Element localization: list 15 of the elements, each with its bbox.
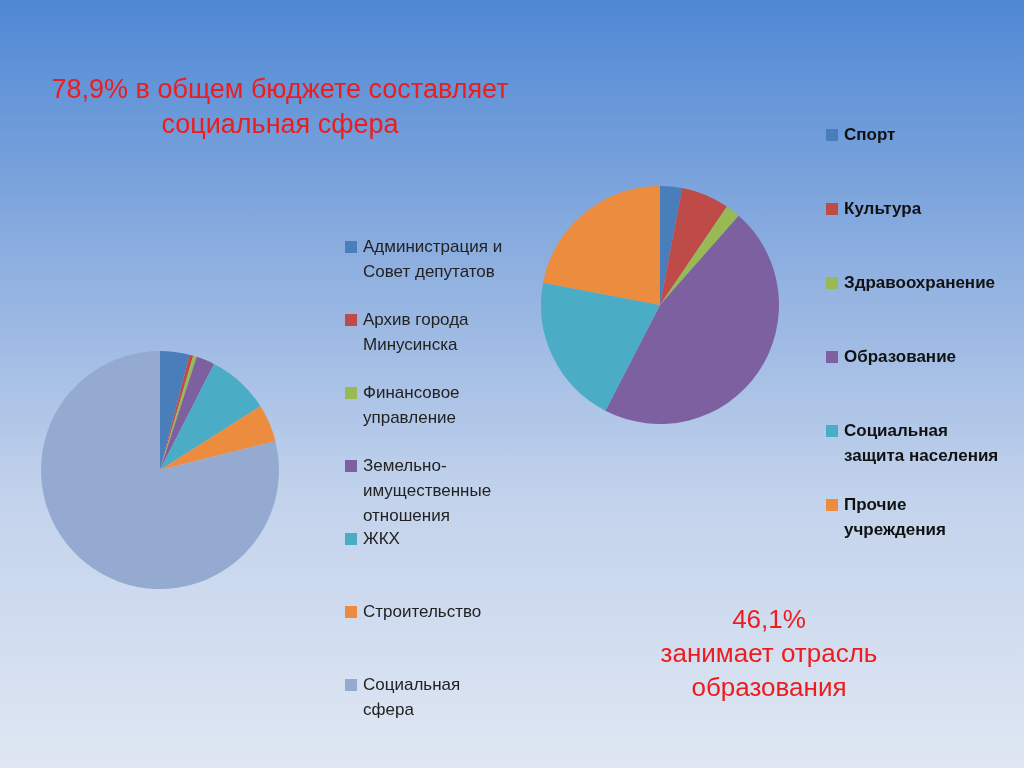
legend-label: Архив города Минусинска <box>363 309 470 356</box>
legend-label: ЖКХ <box>363 528 400 550</box>
legend-label: Социальная сфера <box>363 674 462 721</box>
legend-label: Строительство <box>363 601 482 623</box>
legend-label: Социальная защита населения <box>844 420 1000 467</box>
legend-label: Здравоохранение <box>844 272 996 294</box>
legend-label: Культура <box>844 198 922 220</box>
legend-label: Спорт <box>844 124 896 146</box>
chart-title: 78,9% в общем бюджете составляет социальная сфера <box>50 73 510 141</box>
text: 46,1% занимает отрасль образования <box>659 603 879 704</box>
legend-label: Финансовое управление <box>363 382 461 429</box>
legend-label: Администрация и Совет депутатов <box>363 236 504 283</box>
legend-label: Прочие учреждения <box>844 494 947 541</box>
legend-label: Образование <box>844 346 957 368</box>
legend-label: Земельно-имущественные отношения <box>363 455 493 527</box>
